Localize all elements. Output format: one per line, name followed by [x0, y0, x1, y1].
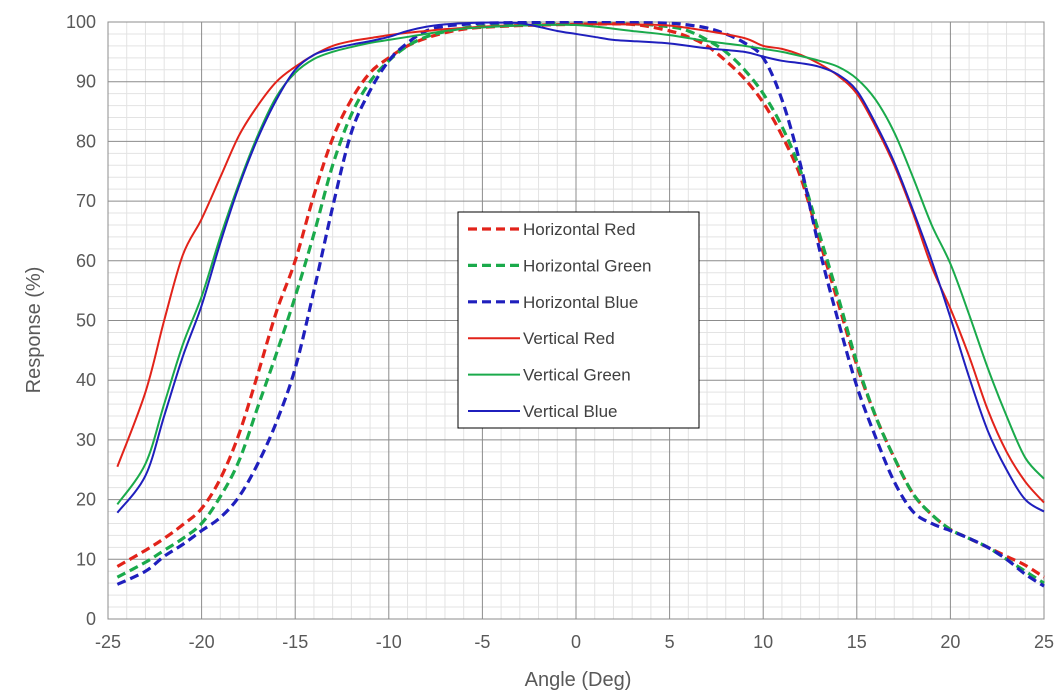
x-tick-label: 10: [753, 632, 773, 652]
legend-box: [457, 211, 700, 429]
x-tick-label: 5: [665, 632, 675, 652]
x-tick-label: -10: [376, 632, 402, 652]
x-tick-label: -20: [189, 632, 215, 652]
x-tick-label: -25: [95, 632, 121, 652]
legend-label-horizontal-blue: Horizontal Blue: [523, 293, 638, 312]
y-tick-label: 80: [76, 131, 96, 151]
series-lines: [116, 20, 1045, 588]
x-axis-title: Angle (Deg): [525, 669, 632, 691]
x-tick-label: 20: [940, 632, 960, 652]
x-tick-label: 15: [847, 632, 867, 652]
y-tick-labels: 0 10 20 30 40 50 60 70 80 90 100: [66, 12, 96, 629]
y-tick-label: 50: [76, 311, 96, 331]
series-line-horizontal-blue: [116, 20, 1045, 588]
y-tick-label: 0: [86, 609, 96, 629]
x-tick-label: -5: [474, 632, 490, 652]
y-tick-label: 60: [76, 251, 96, 271]
legend-label-horizontal-red: Horizontal Red: [523, 220, 635, 239]
y-tick-label: 100: [66, 12, 96, 32]
y-tick-label: 90: [76, 72, 96, 92]
y-tick-label: 10: [76, 549, 96, 569]
y-tick-label: 40: [76, 370, 96, 390]
legend: Horizontal Red Horizontal Green Horizontal…: [457, 211, 700, 429]
x-tick-label: -15: [282, 632, 308, 652]
legend-label-vertical-green: Vertical Green: [523, 366, 631, 385]
y-tick-label: 70: [76, 191, 96, 211]
legend-label-vertical-blue: Vertical Blue: [523, 402, 618, 421]
series-line-vertical-blue: [116, 21, 1045, 514]
legend-label-vertical-red: Vertical Red: [523, 329, 615, 348]
x-tick-label: 25: [1034, 632, 1054, 652]
series-line-vertical-green: [116, 23, 1045, 505]
y-tick-label: 20: [76, 490, 96, 510]
legend-label-horizontal-green: Horizontal Green: [523, 256, 652, 275]
x-tick-label: 0: [571, 632, 581, 652]
y-tick-label: 30: [76, 430, 96, 450]
y-axis-title: Response (%): [23, 267, 45, 394]
x-tick-labels: -25 -20 -15 -10 -5 0 5 10 15 20 25: [95, 632, 1054, 652]
